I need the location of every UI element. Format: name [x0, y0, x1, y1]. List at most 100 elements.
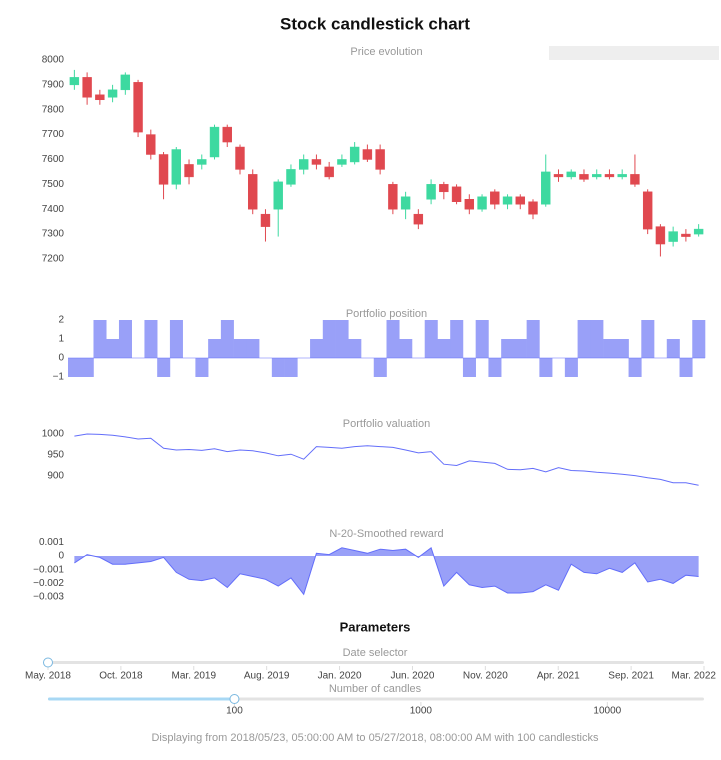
y-tick-label: 950: [47, 450, 64, 461]
y-tick-label: 0.001: [39, 537, 64, 548]
position-step: [450, 320, 464, 358]
candle-body: [502, 196, 513, 205]
position-step: [322, 320, 336, 358]
position-step: [118, 320, 132, 358]
y-tick-label: 1: [58, 334, 64, 345]
y-tick-label: −1: [53, 372, 65, 383]
position-step: [144, 320, 158, 358]
candle-body: [248, 174, 258, 210]
position-step: [93, 320, 107, 358]
subplot-title: Price evolution: [350, 46, 422, 58]
position-step: [615, 339, 629, 358]
date-tick-label: Sep. 2021: [608, 671, 654, 682]
page-title: Stock candlestick chart: [280, 14, 470, 33]
date-tick-label: Aug. 2019: [244, 671, 290, 682]
subplot-title: Portfolio position: [346, 308, 427, 320]
y-tick-label: −0.003: [33, 592, 64, 603]
candle-body: [82, 77, 92, 98]
modebar[interactable]: [549, 46, 719, 60]
candle-body: [566, 171, 576, 178]
reward-area: [74, 547, 699, 595]
valuation-line: [74, 433, 699, 486]
y-tick-label: 1000: [42, 429, 65, 440]
candle-body: [260, 213, 271, 227]
candle-body: [413, 213, 424, 225]
y-tick-label: 8000: [42, 55, 65, 66]
position-step: [169, 320, 183, 358]
candle-body: [158, 154, 169, 185]
position-step: [679, 358, 693, 377]
position-step: [80, 358, 94, 377]
parameters-title: Parameters: [340, 619, 411, 634]
y-tick-label: 7200: [42, 254, 65, 265]
position-step: [208, 339, 222, 358]
candle-body: [311, 159, 322, 165]
y-tick-label: −0.001: [33, 564, 64, 575]
candle-body: [95, 94, 105, 101]
position-step: [475, 320, 489, 358]
candle-body: [133, 82, 143, 133]
candle-body: [604, 174, 615, 178]
candle-body: [337, 159, 347, 165]
candle-body: [120, 74, 131, 91]
date-tick-label: Mar. 2019: [172, 671, 217, 682]
position-step: [437, 339, 451, 358]
y-tick-label: 7400: [42, 204, 65, 215]
position-step: [68, 358, 82, 377]
date-tick-label: Apr. 2021: [537, 671, 580, 682]
subplot-title: N-20-Smoothed reward: [329, 528, 443, 540]
date-tick-label: Jun. 2020: [390, 671, 434, 682]
candle-body: [464, 199, 475, 210]
candles-tick-label: 1000: [410, 706, 433, 717]
position-step: [564, 358, 578, 377]
date-slider-track[interactable]: [48, 661, 704, 664]
reward-line: [74, 546, 699, 596]
candle-body: [107, 89, 118, 98]
position-step: [373, 358, 387, 377]
y-tick-label: 7800: [42, 104, 65, 115]
candle-body: [668, 231, 678, 242]
candle-body: [515, 196, 525, 205]
position-step: [246, 339, 260, 358]
position-step: [399, 339, 413, 358]
candle-body: [375, 149, 385, 170]
candle-body: [451, 186, 462, 202]
candle-body: [579, 174, 589, 180]
date-slider-handle[interactable]: [43, 657, 53, 668]
y-tick-label: 0: [58, 551, 64, 562]
y-tick-label: 900: [47, 471, 64, 482]
position-step: [106, 339, 120, 358]
candle-body: [681, 233, 691, 237]
date-tick-label: Mar. 2022: [672, 671, 717, 682]
position-step: [157, 358, 171, 377]
y-tick-label: −0.002: [33, 578, 64, 589]
candle-body: [528, 201, 538, 215]
candle-body: [490, 191, 500, 205]
y-tick-label: 7300: [42, 229, 65, 240]
y-tick-label: 7900: [42, 79, 65, 90]
date-tick-label: Oct. 2018: [99, 671, 143, 682]
candle-body: [286, 169, 296, 185]
position-step: [424, 320, 438, 358]
y-tick-label: 7700: [42, 129, 65, 140]
candle-body: [298, 159, 309, 170]
position-step: [666, 339, 680, 358]
candles-tick-label: 100: [226, 706, 243, 717]
candle-body: [439, 184, 449, 193]
position-step: [577, 320, 591, 358]
position-step: [692, 320, 706, 358]
y-tick-label: 7500: [42, 179, 65, 190]
y-tick-label: 0: [58, 353, 64, 364]
date-tick-label: Jan. 2020: [318, 671, 362, 682]
candle-body: [400, 196, 411, 210]
candle-body: [146, 134, 156, 155]
candle-body: [388, 184, 398, 210]
date-tick-label: May. 2018: [25, 671, 71, 682]
candle-body: [197, 159, 207, 165]
candle-body: [235, 146, 245, 170]
position-step: [386, 320, 400, 358]
position-step: [462, 358, 476, 377]
position-step: [195, 358, 209, 377]
candles-slider-handle[interactable]: [229, 694, 240, 704]
position-step: [603, 339, 617, 358]
